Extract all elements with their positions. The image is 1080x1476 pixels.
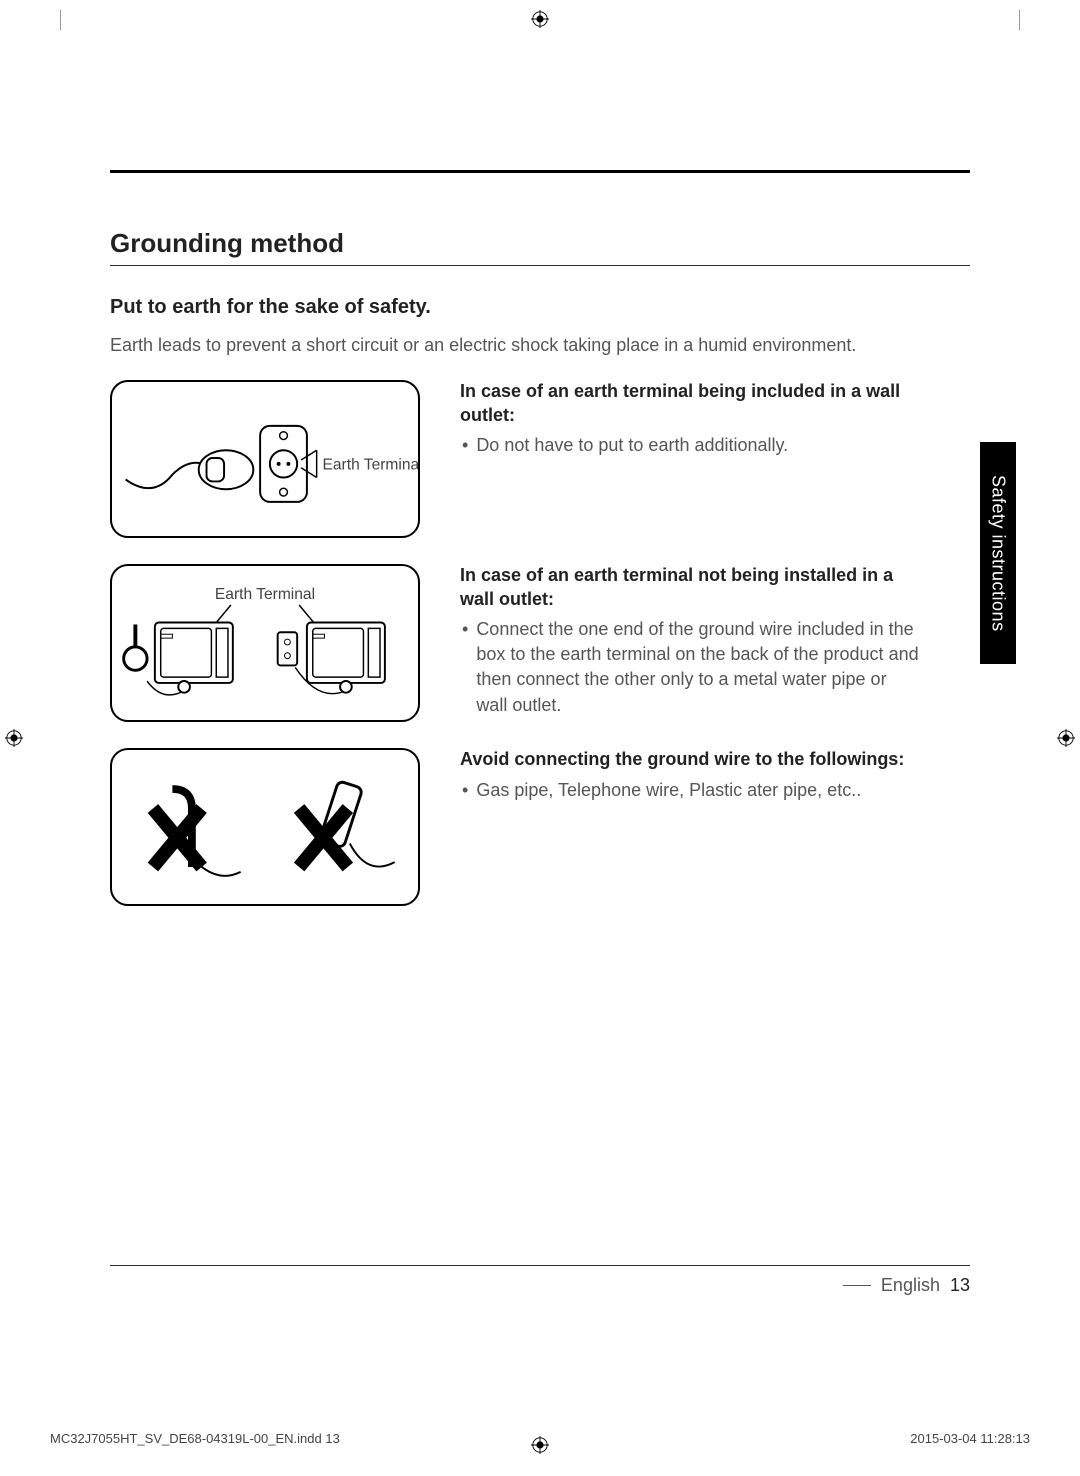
text-column: In case of an earth terminal not being i… — [460, 564, 970, 718]
block-heading: In case of an earth terminal being inclu… — [460, 380, 920, 427]
grounding-diagram-icon: Earth Terminal — [112, 566, 418, 720]
footer-dash-icon — [843, 1285, 871, 1286]
figure-label: Earth Terminal — [215, 586, 315, 603]
registration-mark-icon — [531, 1436, 549, 1454]
top-rule — [110, 170, 970, 173]
content-row: Earth Terminal In case of an earth termi… — [110, 380, 970, 538]
block-heading: In case of an earth terminal not being i… — [460, 564, 920, 611]
block-bullet: Gas pipe, Telephone wire, Plastic ater p… — [460, 778, 920, 803]
text-column: In case of an earth terminal being inclu… — [460, 380, 970, 458]
figure-avoid-grounding — [110, 748, 420, 906]
page-footer: English 13 — [110, 1275, 970, 1296]
crop-marks-bottom — [40, 1426, 1040, 1466]
registration-mark-icon — [531, 10, 549, 28]
figure-label: Earth Terminal — [323, 457, 418, 474]
title-rule — [110, 265, 970, 266]
figure-plug-outlet: Earth Terminal — [110, 380, 420, 538]
page-content: Grounding method Put to earth for the sa… — [110, 170, 970, 1276]
page-number: 13 — [950, 1275, 970, 1296]
content-row: Avoid connecting the ground wire to the … — [110, 748, 970, 906]
avoid-diagram-icon — [112, 750, 418, 904]
registration-mark-icon — [5, 729, 23, 747]
figure-grounding-appliance: Earth Terminal — [110, 564, 420, 722]
crop-marks-top — [40, 10, 1040, 30]
block-heading: Avoid connecting the ground wire to the … — [460, 748, 920, 771]
footer-language: English — [881, 1275, 940, 1296]
block-bullet: Do not have to put to earth additionally… — [460, 433, 920, 458]
section-tab: Safety instructions — [980, 442, 1016, 664]
registration-mark-icon — [1057, 729, 1075, 747]
lead-text: Earth leads to prevent a short circuit o… — [110, 333, 970, 358]
subtitle: Put to earth for the sake of safety. — [110, 296, 970, 319]
plug-outlet-diagram-icon: Earth Terminal — [112, 382, 418, 536]
content-row: Earth Terminal — [110, 564, 970, 722]
text-column: Avoid connecting the ground wire to the … — [460, 748, 970, 803]
section-title: Grounding method — [110, 228, 970, 259]
footer-rule — [110, 1265, 970, 1266]
block-bullet: Connect the one end of the ground wire i… — [460, 617, 920, 718]
